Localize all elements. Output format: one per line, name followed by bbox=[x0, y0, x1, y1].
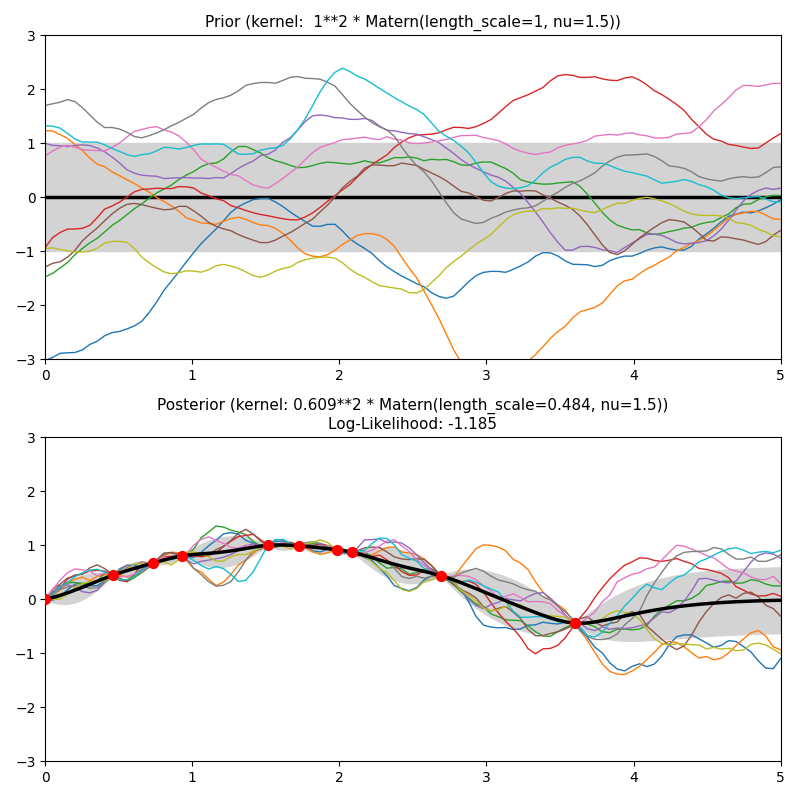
Point bbox=[330, 543, 343, 556]
Point bbox=[435, 570, 448, 582]
Point bbox=[346, 546, 358, 558]
Point bbox=[176, 550, 189, 562]
Title: Posterior (kernel: 0.609**2 * Matern(length_scale=0.484, nu=1.5))
Log-Likelihood: Posterior (kernel: 0.609**2 * Matern(len… bbox=[158, 398, 669, 432]
Point bbox=[146, 557, 159, 570]
Point bbox=[569, 617, 582, 630]
Point bbox=[106, 569, 119, 582]
Title: Prior (kernel:  1**2 * Matern(length_scale=1, nu=1.5)): Prior (kernel: 1**2 * Matern(length_scal… bbox=[205, 15, 621, 31]
Point bbox=[293, 539, 306, 552]
Point bbox=[39, 593, 52, 606]
Point bbox=[261, 539, 274, 552]
